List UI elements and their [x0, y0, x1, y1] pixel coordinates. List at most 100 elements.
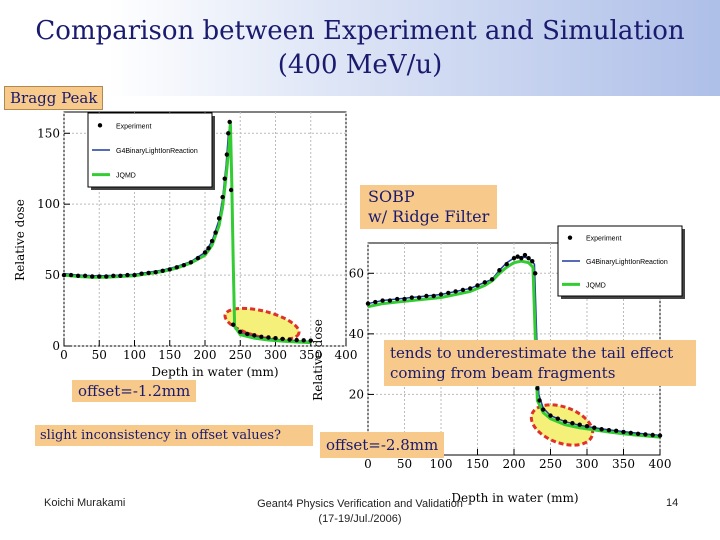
x-tick-label: 250 — [539, 457, 562, 471]
data-point — [635, 431, 641, 436]
data-point — [614, 428, 619, 433]
x-tick-label: 400 — [649, 457, 672, 471]
data-point — [228, 187, 234, 193]
data-point — [111, 273, 116, 278]
x-tick-label: 150 — [466, 457, 489, 471]
data-point — [643, 432, 648, 437]
data-point — [213, 230, 218, 235]
data-point — [482, 280, 487, 285]
data-point — [139, 271, 144, 276]
offset-label-1: offset=-1.2mm — [72, 380, 197, 402]
data-point — [380, 298, 385, 303]
x-tick-label: 150 — [158, 348, 181, 362]
data-point — [252, 333, 257, 338]
x-tick-label: 350 — [299, 348, 322, 362]
x-tick-label: 0 — [60, 348, 68, 362]
bragg-peak-label: Bragg Peak — [4, 86, 104, 110]
data-point — [287, 337, 292, 342]
data-point — [97, 274, 102, 279]
data-point — [82, 273, 88, 278]
header-background — [0, 0, 720, 96]
data-point — [118, 273, 123, 278]
data-point — [489, 277, 495, 282]
sobp-label-line-2: w/ Ridge Filter — [368, 207, 490, 226]
data-point — [294, 337, 299, 343]
legend-label: G4BinaryLightIonReaction — [586, 259, 668, 266]
sobp-label: SOBP w/ Ridge Filter — [360, 185, 498, 229]
data-point — [75, 273, 81, 278]
data-point — [280, 336, 285, 342]
x-tick-label: 300 — [576, 457, 599, 471]
y-tick-label: 50 — [45, 268, 60, 282]
y-tick-label: 150 — [37, 126, 60, 140]
data-point — [606, 427, 612, 433]
x-tick-label: 50 — [92, 348, 107, 362]
data-point — [308, 338, 313, 343]
title-line-2: (400 MeV/u) — [277, 50, 443, 80]
data-point — [475, 283, 480, 288]
data-point — [231, 322, 236, 327]
data-point — [365, 301, 371, 306]
data-point — [562, 419, 568, 424]
data-point — [195, 255, 201, 261]
data-point — [68, 272, 74, 278]
offset-label-2: offset=-2.8mm — [320, 432, 445, 458]
x-tick-label: 50 — [397, 457, 412, 471]
data-point — [245, 331, 250, 337]
data-point — [301, 338, 306, 343]
footer-author: Koichi Murakami — [44, 497, 126, 509]
y-axis-title: Relative dose — [311, 319, 325, 401]
data-point — [222, 176, 227, 181]
data-point — [657, 433, 663, 438]
data-point — [202, 250, 208, 255]
data-point — [446, 290, 451, 296]
series-line-g4binarylightionreaction — [63, 126, 311, 343]
data-point — [181, 262, 187, 268]
data-point — [227, 119, 232, 125]
tail-highlight-ellipse — [223, 306, 301, 342]
legend-label: JQMD — [116, 173, 136, 180]
x-tick-label: 400 — [335, 348, 358, 362]
data-point — [424, 293, 429, 299]
data-point — [216, 216, 222, 221]
legend-marker — [97, 123, 103, 128]
data-point — [395, 296, 400, 302]
data-point — [132, 272, 137, 278]
data-point — [90, 274, 95, 279]
data-point — [220, 194, 225, 200]
legend-label: JQMD — [586, 282, 606, 289]
data-point — [61, 272, 67, 278]
data-point — [224, 152, 230, 157]
data-point — [153, 270, 158, 275]
tail-highlight-ellipse — [529, 403, 595, 447]
data-point — [519, 255, 524, 261]
data-point — [266, 335, 271, 340]
data-point — [650, 432, 655, 438]
legend-marker — [567, 235, 573, 240]
footer-conference-line-2: (17-19/Jul./2006) — [318, 513, 402, 525]
footer-conference: Geant4 Physics Verification and Validati… — [250, 497, 470, 527]
data-point — [104, 274, 109, 279]
data-point — [167, 267, 172, 272]
x-tick-label: 350 — [612, 457, 635, 471]
page-number: 14 — [666, 497, 679, 509]
data-point — [226, 131, 231, 136]
slide-title: Comparison between Experiment and Simula… — [0, 14, 720, 82]
legend-box — [87, 112, 213, 188]
data-point — [438, 292, 444, 297]
legend-shadow — [561, 229, 685, 299]
legend-label: Experiment — [116, 123, 151, 130]
data-point — [577, 422, 582, 427]
data-point — [146, 270, 151, 276]
plot-frame — [63, 111, 347, 347]
data-point — [174, 265, 179, 270]
y-tick-label: 0 — [52, 339, 60, 353]
data-point — [273, 336, 278, 341]
sobp-label-line-1: SOBP — [368, 187, 415, 206]
y-tick-label: 40 — [349, 327, 364, 341]
legend-label: G4BinaryLightIonReaction — [116, 148, 198, 155]
x-tick-label: 200 — [194, 348, 217, 362]
data-point — [409, 295, 414, 300]
data-point — [402, 296, 407, 302]
data-point — [416, 295, 422, 300]
